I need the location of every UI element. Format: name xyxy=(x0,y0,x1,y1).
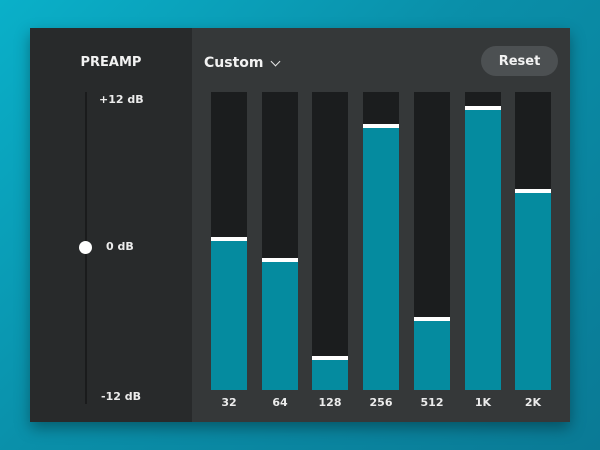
eq-band-label: 256 xyxy=(369,396,393,409)
eq-band-slider[interactable] xyxy=(312,92,348,390)
eq-band-handle[interactable] xyxy=(515,189,551,193)
preset-dropdown[interactable]: Custom xyxy=(204,52,281,74)
eq-band-handle[interactable] xyxy=(363,124,399,128)
eq-band-label: 2K xyxy=(524,396,542,409)
eq-band-handle[interactable] xyxy=(312,356,348,360)
preamp-slider-thumb[interactable] xyxy=(79,241,92,254)
eq-band-handle[interactable] xyxy=(262,258,298,262)
reset-button[interactable]: Reset xyxy=(481,46,558,76)
eq-band-label: 32 xyxy=(221,396,237,409)
eq-band-label: 1K xyxy=(474,396,492,409)
preamp-panel: PREAMP +12 dB 0 dB -12 dB xyxy=(30,28,192,422)
eq-band-slider[interactable] xyxy=(515,92,551,390)
preamp-value-label: 0 dB xyxy=(106,240,134,253)
eq-band-fill xyxy=(211,241,247,390)
eq-band-fill xyxy=(312,360,348,390)
eq-band-fill xyxy=(363,128,399,390)
eq-band-fill xyxy=(414,321,450,390)
chevron-down-icon xyxy=(271,56,281,66)
eq-band-slider[interactable] xyxy=(363,92,399,390)
preamp-max-label: +12 dB xyxy=(99,93,144,106)
eq-band-fill xyxy=(515,193,551,390)
eq-band-slider[interactable] xyxy=(211,92,247,390)
preset-label: Custom xyxy=(204,55,264,71)
preamp-title: PREAMP xyxy=(80,55,142,70)
eq-band-slider[interactable] xyxy=(414,92,450,390)
eq-band-slider[interactable] xyxy=(262,92,298,390)
eq-band-label: 512 xyxy=(420,396,444,409)
eq-band-label: 64 xyxy=(272,396,288,409)
eq-band-fill xyxy=(465,110,501,390)
preamp-min-label: -12 dB xyxy=(101,390,141,403)
equalizer-window: PREAMP +12 dB 0 dB -12 dB Custom Reset 3… xyxy=(30,28,570,422)
eq-band-fill xyxy=(262,262,298,390)
eq-band-handle[interactable] xyxy=(211,237,247,241)
eq-band-handle[interactable] xyxy=(414,317,450,321)
eq-band-label: 128 xyxy=(318,396,342,409)
eq-band-handle[interactable] xyxy=(465,106,501,110)
eq-band-slider[interactable] xyxy=(465,92,501,390)
